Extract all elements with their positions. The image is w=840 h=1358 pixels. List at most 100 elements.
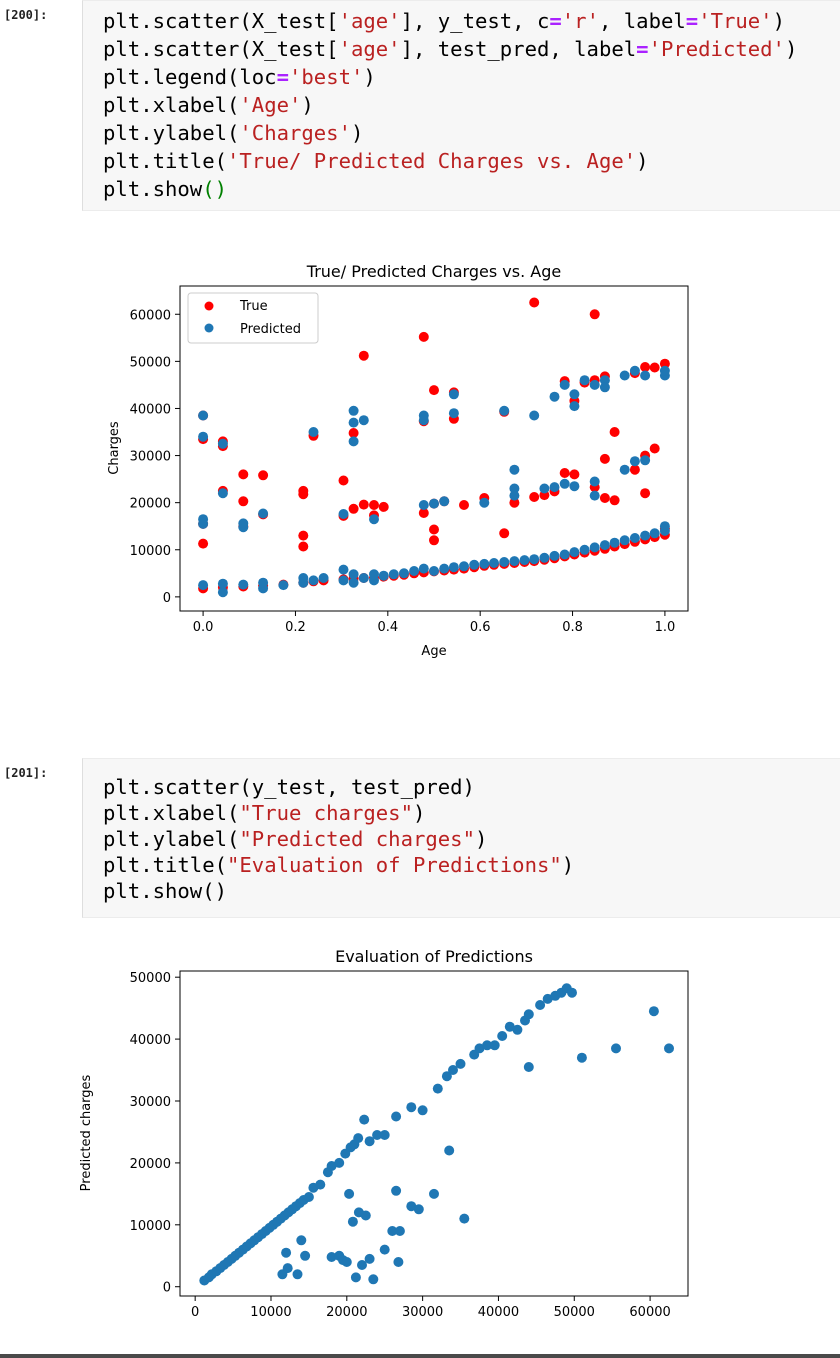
data-point-predicted bbox=[640, 455, 651, 466]
data-point-predicted bbox=[448, 389, 459, 400]
data-point-points bbox=[576, 1052, 587, 1063]
legend-marker-predicted bbox=[204, 323, 214, 333]
data-point-predicted bbox=[479, 558, 490, 569]
data-point-predicted bbox=[358, 415, 369, 426]
data-point-predicted bbox=[499, 557, 510, 567]
data-point-predicted bbox=[308, 427, 319, 437]
data-point-predicted bbox=[198, 580, 209, 591]
code-cell[interactable]: plt.scatter(y_test, test_pred) plt.xlabe… bbox=[82, 758, 840, 918]
plot-frame bbox=[179, 285, 689, 612]
data-point-points bbox=[379, 1130, 390, 1140]
data-point-predicted bbox=[338, 564, 349, 575]
data-point-predicted bbox=[439, 563, 450, 574]
data-point-points bbox=[391, 1111, 402, 1122]
data-point-predicted bbox=[448, 562, 459, 573]
data-point-predicted bbox=[619, 535, 630, 546]
code-token: 'Charges' bbox=[239, 121, 351, 145]
data-point-predicted bbox=[418, 500, 429, 510]
data-point-predicted bbox=[258, 508, 269, 519]
code-token: ) bbox=[363, 65, 376, 89]
code-line: plt.ylabel("Predicted charges") bbox=[103, 827, 487, 851]
data-point-true bbox=[378, 501, 389, 512]
x-tick-label: 20000 bbox=[326, 1305, 367, 1320]
data-point-predicted bbox=[278, 580, 289, 591]
code-token: ) bbox=[561, 853, 575, 877]
code-line: plt.show() bbox=[103, 177, 227, 201]
y-tick-label: 40000 bbox=[130, 1033, 171, 1048]
scatter-points bbox=[199, 983, 674, 1286]
data-point-true bbox=[358, 499, 369, 510]
data-point-true bbox=[529, 297, 540, 308]
data-point-true bbox=[640, 488, 651, 499]
data-point-points bbox=[413, 1204, 424, 1215]
data-point-predicted bbox=[217, 587, 228, 598]
data-point-predicted bbox=[509, 483, 520, 494]
data-point-predicted bbox=[599, 375, 610, 386]
data-point-points bbox=[296, 1235, 307, 1246]
data-point-points bbox=[393, 1257, 404, 1267]
data-point-predicted bbox=[629, 365, 640, 376]
data-point-predicted bbox=[448, 408, 459, 419]
data-point-predicted bbox=[569, 401, 580, 412]
x-tick-label: 1.0 bbox=[655, 620, 676, 635]
cell-prompt: [201]: bbox=[4, 766, 48, 780]
x-tick-label: 0.6 bbox=[470, 620, 491, 635]
data-point-true bbox=[358, 350, 369, 361]
data-point-predicted bbox=[659, 521, 670, 532]
data-point-true bbox=[418, 508, 429, 518]
legend-frame bbox=[187, 292, 319, 344]
data-point-predicted bbox=[549, 550, 560, 561]
data-point-points bbox=[303, 1192, 314, 1202]
data-point-points bbox=[474, 1043, 485, 1054]
data-point-true bbox=[258, 470, 269, 481]
data-point-points bbox=[429, 1188, 439, 1199]
data-point-predicted bbox=[640, 370, 651, 381]
data-point-predicted bbox=[609, 537, 620, 548]
data-point-points bbox=[394, 1226, 405, 1236]
data-point-predicted bbox=[529, 410, 540, 421]
y-axis-label: Predicted charges bbox=[79, 1074, 94, 1191]
code-token: "Evaluation of Predictions" bbox=[227, 853, 562, 877]
data-point-predicted bbox=[198, 431, 209, 442]
chart-title: True/ Predicted Charges vs. Age bbox=[306, 262, 561, 281]
data-point-points bbox=[326, 1252, 337, 1262]
cell-prompt: [200]: bbox=[4, 8, 48, 22]
data-point-predicted bbox=[619, 370, 630, 381]
code-token: 'r' bbox=[561, 9, 599, 33]
data-point-true bbox=[298, 530, 309, 541]
x-tick-label: 50000 bbox=[554, 1305, 595, 1320]
code-token: 'age' bbox=[338, 37, 401, 61]
data-point-predicted bbox=[418, 563, 429, 574]
data-point-predicted bbox=[258, 577, 269, 588]
data-point-predicted bbox=[559, 478, 570, 489]
data-point-points bbox=[459, 1213, 470, 1224]
data-point-true bbox=[418, 331, 429, 342]
legend-label-true: True bbox=[239, 299, 268, 314]
data-point-predicted bbox=[369, 569, 379, 580]
data-point-points bbox=[364, 1253, 375, 1264]
data-point-points bbox=[357, 1260, 367, 1270]
code-token: = bbox=[685, 9, 699, 33]
data-point-true bbox=[640, 362, 651, 372]
code-token: ) bbox=[636, 149, 649, 173]
data-point-points bbox=[489, 1040, 500, 1051]
data-point-predicted bbox=[619, 464, 630, 475]
data-point-predicted bbox=[489, 558, 499, 568]
code-token: "True charges" bbox=[239, 801, 413, 825]
data-point-true bbox=[348, 503, 359, 514]
data-point-predicted bbox=[358, 573, 369, 583]
code-token: = bbox=[636, 37, 649, 61]
data-point-predicted bbox=[649, 528, 660, 539]
data-point-predicted bbox=[399, 568, 409, 579]
code-cell[interactable]: plt.scatter(X_test['age'], y_test, c='r'… bbox=[82, 0, 840, 211]
code-token: "Predicted charges" bbox=[239, 827, 475, 851]
data-point-predicted bbox=[217, 488, 228, 499]
data-point-points bbox=[353, 1133, 364, 1144]
code-token: ) bbox=[474, 827, 488, 851]
data-point-points bbox=[444, 1145, 455, 1156]
data-point-true bbox=[649, 362, 660, 373]
code-line: plt.scatter(X_test['age'], y_test, c='r'… bbox=[103, 9, 785, 33]
data-point-predicted bbox=[559, 549, 570, 560]
x-tick-label: 0.2 bbox=[285, 620, 306, 635]
